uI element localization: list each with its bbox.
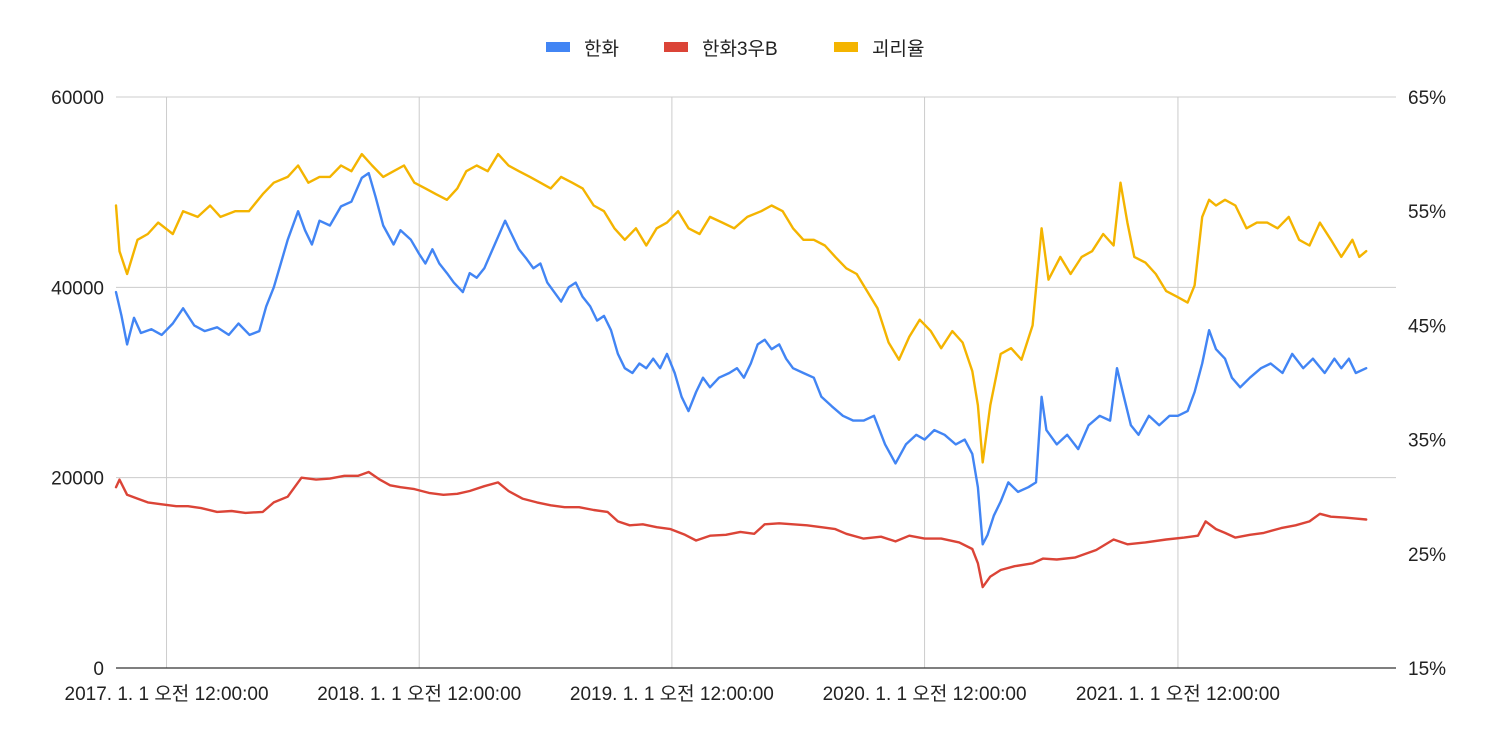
legend-swatch-hanwha [546,42,570,52]
y-right-tick-label: 55% [1408,202,1446,223]
legend-swatch-hanwha-pref [664,42,688,52]
x-tick-label: 2019. 1. 1 오전 12:00:00 [570,683,774,705]
y-axis-right: 15% 25% 35% 45% 55% 65% [1408,88,1446,680]
series-lines [114,152,1368,589]
y-right-tick-label: 65% [1408,88,1446,109]
gridlines [116,96,1396,668]
y-right-tick-label: 45% [1408,316,1446,337]
legend-label-hanwha-pref: 한화3우B [702,38,778,60]
legend-label-gap-ratio: 괴리율 [872,38,924,60]
legend-item-gap-ratio[interactable]: 괴리율 [834,38,924,60]
x-tick-label: 2018. 1. 1 오전 12:00:00 [317,683,521,705]
legend-item-hanwha[interactable]: 한화 [546,38,619,60]
y-left-tick-label: 0 [93,659,104,680]
series-line-0[interactable] [114,171,1368,546]
legend-item-hanwha-pref[interactable]: 한화3우B [664,38,778,60]
y-left-tick-label: 60000 [51,88,104,109]
y-right-tick-label: 25% [1408,545,1446,566]
series-line-1[interactable] [114,470,1368,589]
x-axis: 2017. 1. 1 오전 12:00:00 2018. 1. 1 오전 12:0… [65,683,1280,705]
legend-label-hanwha: 한화 [584,38,619,60]
series-line-2[interactable] [114,152,1368,464]
y-left-tick-label: 20000 [51,469,104,490]
y-right-tick-label: 35% [1408,431,1446,452]
y-axis-left: 0 20000 40000 60000 [51,88,104,680]
x-tick-label: 2020. 1. 1 오전 12:00:00 [823,683,1027,705]
y-right-tick-label: 15% [1408,659,1446,680]
x-tick-label: 2017. 1. 1 오전 12:00:00 [65,683,269,705]
y-left-tick-label: 40000 [51,278,104,299]
x-tick-label: 2021. 1. 1 오전 12:00:00 [1076,683,1280,705]
legend: 한화 한화3우B 괴리율 [546,38,924,60]
legend-swatch-gap-ratio [834,42,858,52]
